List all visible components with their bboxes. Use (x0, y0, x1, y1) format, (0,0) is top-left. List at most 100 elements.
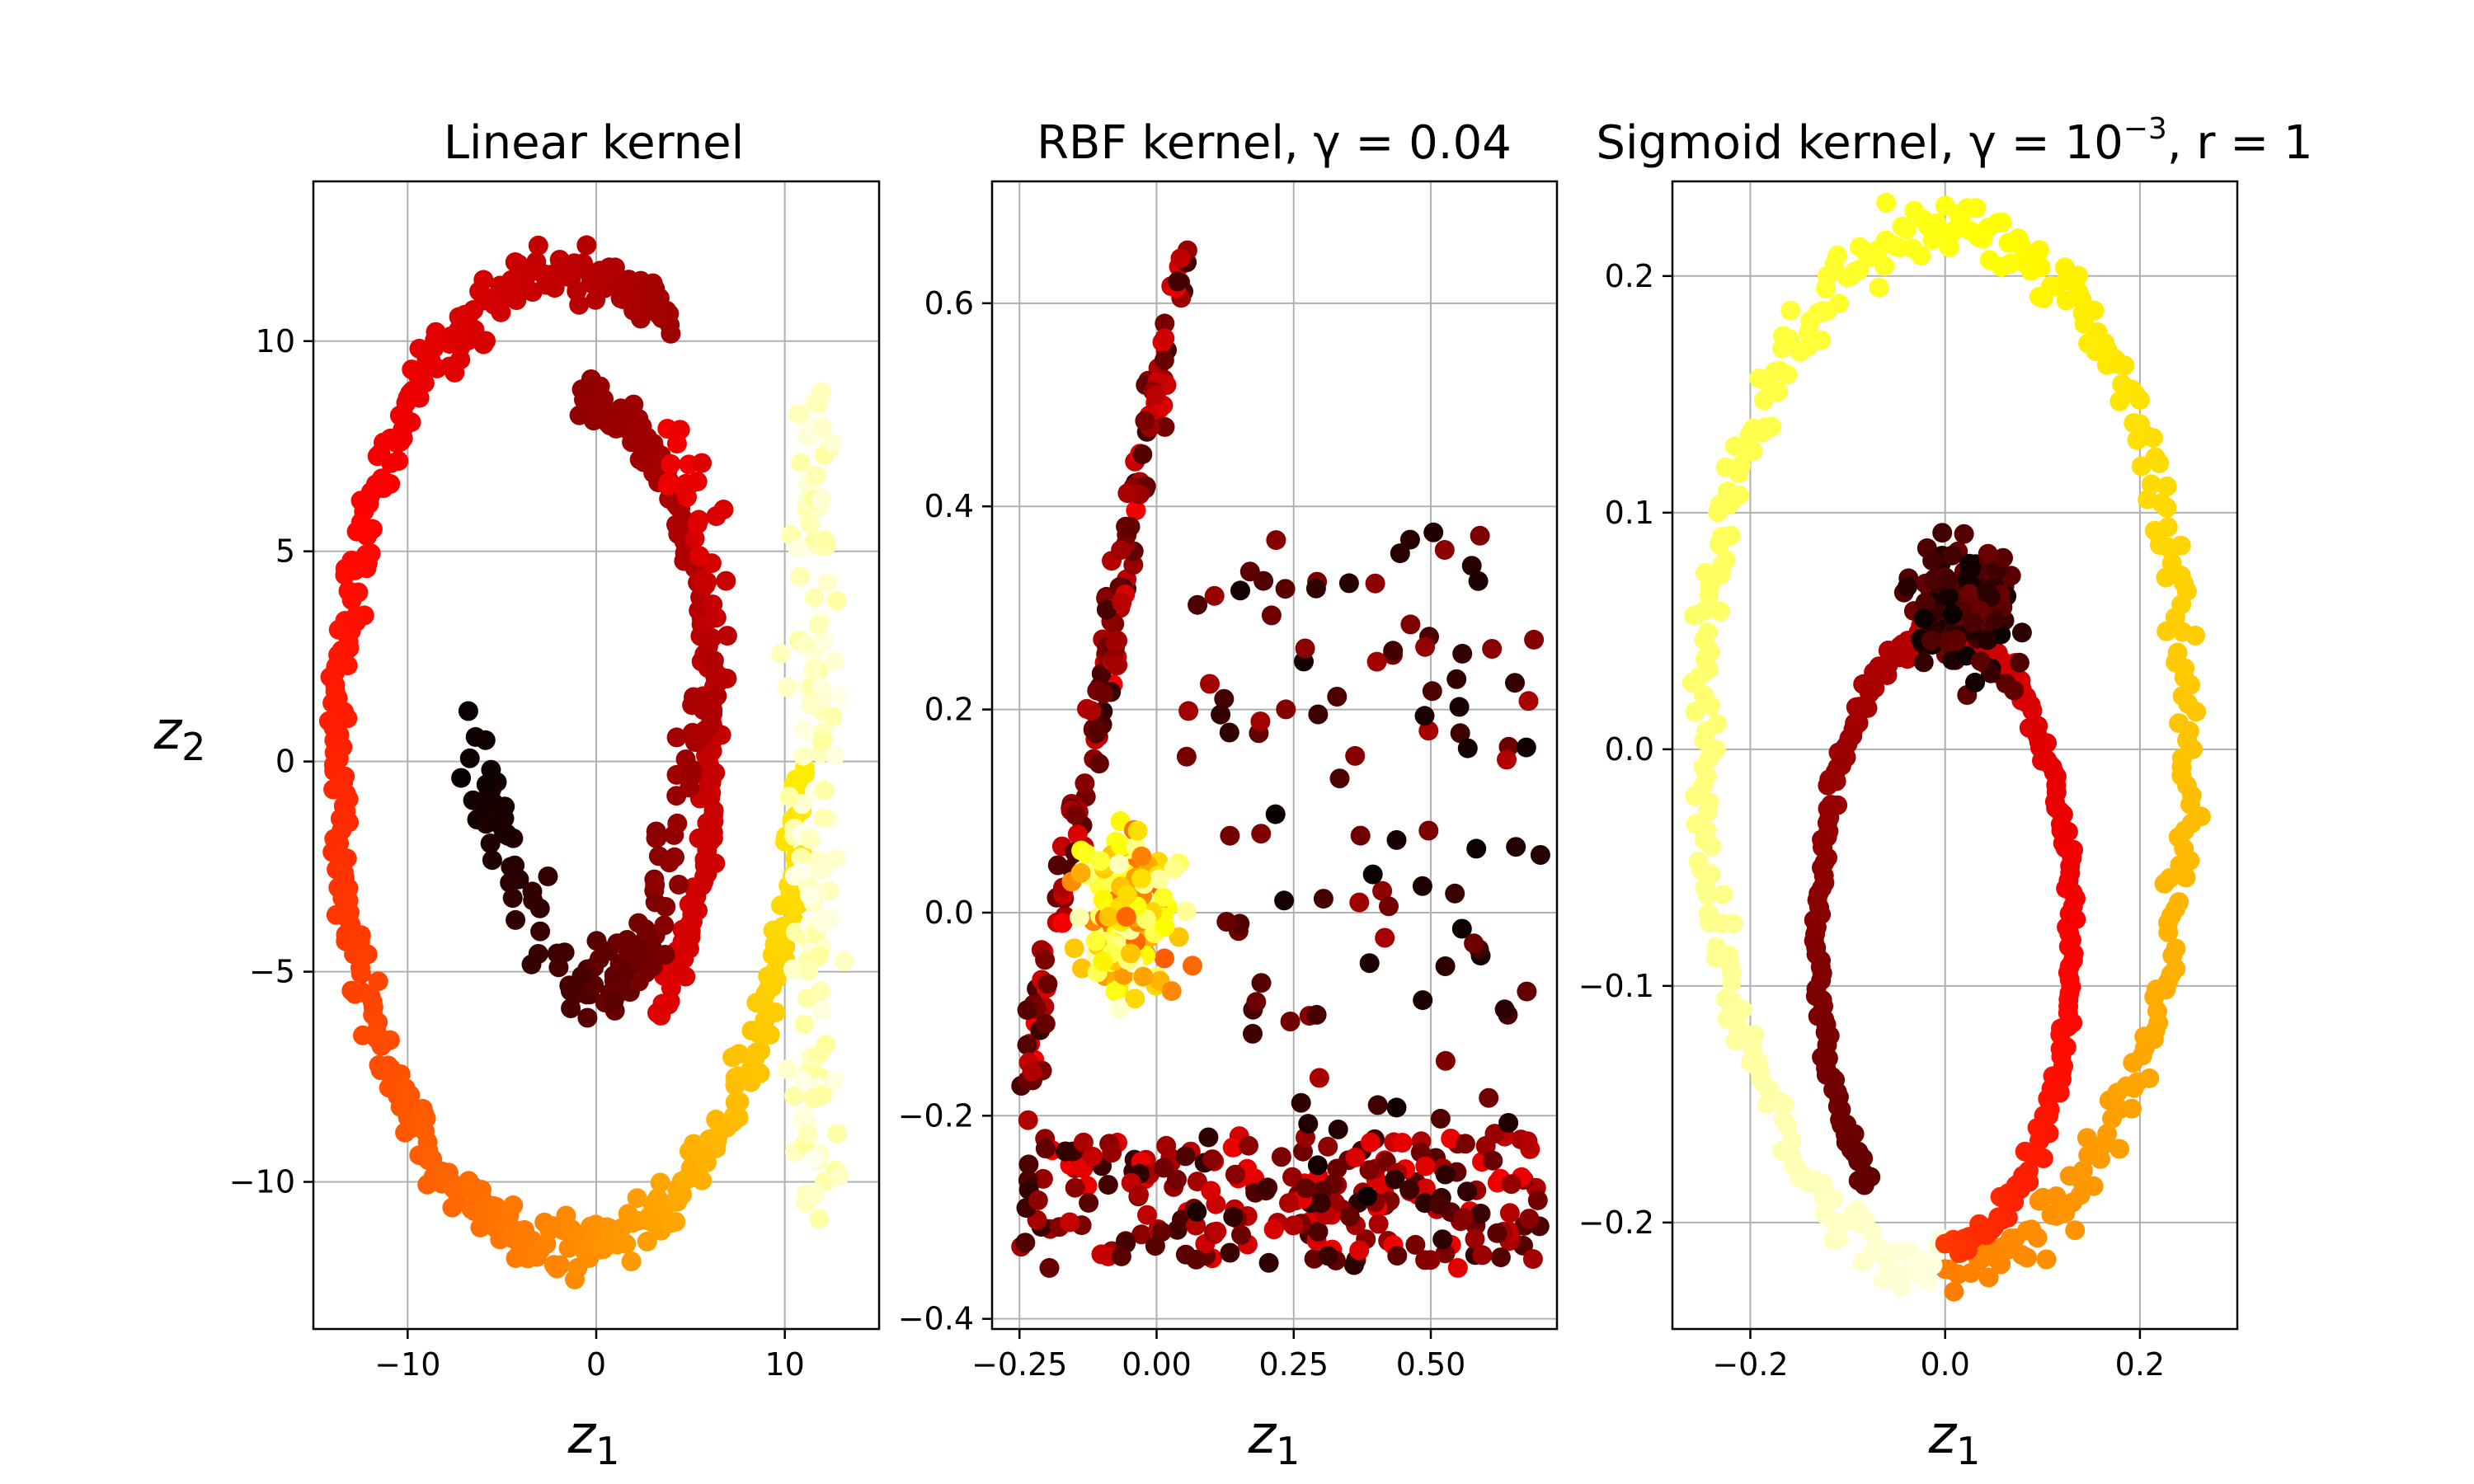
data-point (1465, 1228, 1485, 1249)
data-point (1450, 723, 1470, 744)
data-point (1479, 1087, 1499, 1108)
data-point (717, 669, 737, 688)
data-point (1117, 483, 1138, 504)
data-point (2138, 489, 2158, 510)
data-point (788, 539, 808, 560)
data-point (806, 465, 826, 486)
data-point (1035, 950, 1056, 970)
data-point (1961, 558, 1982, 579)
panel-rbf-kernel: RBF kernel, γ = 0.04 z1 −0.25 0.00 0.25 0.5… (898, 116, 1559, 1473)
data-point (808, 1044, 829, 1064)
data-point (1350, 825, 1371, 846)
data-point (614, 964, 635, 984)
x-axis-label: z1 (567, 1405, 620, 1473)
data-point (793, 1106, 814, 1125)
data-point (501, 857, 521, 877)
y-tick-label: −0.2 (898, 1097, 974, 1134)
data-point (1295, 638, 1315, 659)
data-point (530, 921, 551, 942)
data-point (1211, 704, 1231, 725)
data-point (522, 881, 543, 902)
data-point (1415, 1156, 1436, 1176)
data-point (1167, 1169, 1187, 1190)
data-point (821, 432, 842, 453)
data-point (1069, 907, 1089, 928)
data-point (1111, 835, 1131, 856)
data-point (1499, 1203, 1520, 1223)
data-point (2019, 717, 2039, 738)
x-tick-label: 0.50 (1396, 1346, 1466, 1383)
data-point (1360, 1132, 1380, 1153)
data-point (809, 946, 830, 966)
data-point (538, 866, 558, 886)
data-point (2030, 240, 2050, 261)
data-point (1379, 896, 1399, 917)
data-point (481, 759, 501, 780)
data-point (1494, 999, 1515, 1020)
data-point (1701, 836, 1722, 857)
data-point (811, 730, 832, 751)
data-point (1399, 1179, 1420, 1200)
data-point (1367, 1095, 1388, 1115)
data-point (1685, 702, 1705, 722)
data-point (1175, 1146, 1196, 1167)
data-point (1271, 1147, 1291, 1167)
data-point (1455, 1134, 1475, 1154)
data-point (554, 942, 575, 963)
data-point (1306, 1004, 1327, 1025)
data-point (1133, 966, 1154, 987)
data-point (1037, 974, 1058, 994)
data-point (805, 1184, 825, 1205)
data-point (1913, 652, 1934, 673)
data-point (2096, 355, 2117, 375)
data-point (1276, 699, 1296, 720)
data-point (1225, 1164, 1245, 1185)
data-point (817, 572, 838, 593)
data-point (2172, 622, 2193, 642)
data-point (1470, 525, 1490, 546)
data-point (1170, 248, 1191, 269)
data-point (2009, 652, 2030, 673)
data-point (1065, 1177, 1085, 1198)
data-point (2027, 1228, 2048, 1248)
data-point (1453, 1208, 1474, 1228)
data-point (635, 918, 656, 939)
data-point (1131, 1224, 1152, 1245)
data-point (1117, 885, 1137, 905)
data-point (1168, 271, 1188, 292)
data-point (1309, 1068, 1329, 1088)
data-point (368, 971, 388, 992)
data-point (1105, 633, 1126, 654)
data-point (1243, 1023, 1263, 1044)
x-axis-label: z1 (1928, 1405, 1981, 1473)
data-point (1935, 195, 1955, 216)
data-point (1161, 981, 1182, 1002)
data-point (1222, 1137, 1243, 1158)
data-point (335, 565, 355, 585)
data-point (770, 643, 791, 664)
x-tick-label: 0 (586, 1346, 606, 1383)
data-point (1261, 605, 1282, 626)
data-point (792, 1069, 812, 1090)
data-point (1275, 579, 1296, 599)
data-point (502, 888, 523, 909)
data-point (669, 875, 689, 895)
y-tick-label: −0.2 (1578, 1205, 1654, 1241)
data-point (1490, 1247, 1511, 1268)
y-tick-label: 0.6 (924, 285, 974, 322)
data-point (788, 403, 808, 424)
data-point (800, 694, 821, 715)
data-point (1098, 1175, 1118, 1195)
data-point (1305, 578, 1326, 599)
data-point (750, 1040, 771, 1061)
panel-title: Sigmoid kernel, γ = 10−3, r = 1 (1596, 112, 2312, 170)
data-point (1700, 695, 1720, 716)
data-point (784, 1086, 805, 1106)
data-point (1220, 825, 1240, 846)
data-point (409, 338, 430, 359)
data-point (1375, 928, 1395, 948)
data-point (1939, 237, 1959, 257)
data-point (826, 590, 847, 611)
data-point (1713, 884, 1733, 904)
data-point (1090, 851, 1111, 871)
